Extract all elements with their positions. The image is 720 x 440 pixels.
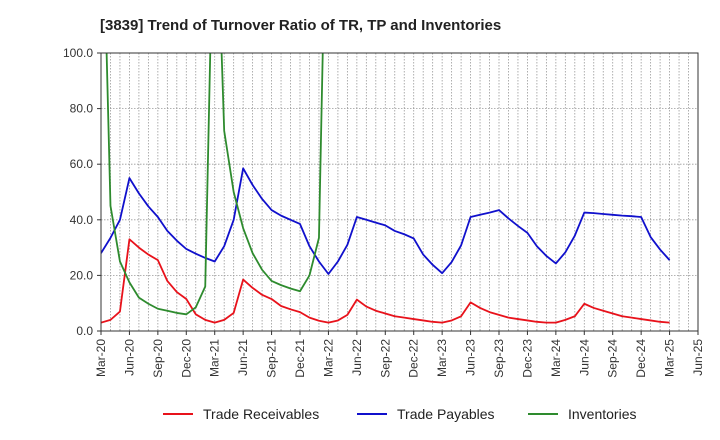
x-tick-label: Mar-23 [435, 339, 449, 377]
x-tick-label: Jun-23 [464, 339, 478, 376]
series-line-inventories [105, 53, 324, 316]
x-tick-label: Jun-21 [236, 339, 250, 376]
x-tick-label: Jun-20 [122, 339, 136, 376]
series-line-trade-payables [101, 167, 671, 275]
y-tick-label: 0.0 [76, 324, 93, 338]
series-lines [101, 53, 671, 324]
grid [101, 53, 698, 331]
x-tick-label: Dec-21 [293, 339, 307, 378]
x-tick-label: Sep-24 [606, 339, 620, 378]
legend: Trade Receivables Trade Payables Inventori… [163, 406, 636, 422]
x-tick-label: Mar-22 [321, 339, 335, 377]
x-tick-label: Mar-21 [208, 339, 222, 377]
x-tick-label: Dec-24 [634, 339, 648, 378]
x-tick-label: Sep-23 [492, 339, 506, 378]
y-axis: 0.0 20.0 40.0 60.0 80.0 100.0 [63, 46, 101, 338]
x-tick-label: Mar-25 [663, 339, 677, 377]
x-tick-label: Jun-25 [691, 339, 705, 376]
x-tick-label: Jun-24 [577, 339, 591, 376]
x-tick-label: Sep-22 [378, 339, 392, 378]
y-tick-label: 40.0 [70, 213, 94, 227]
x-tick-label: Mar-20 [94, 339, 108, 377]
x-tick-label: Sep-20 [151, 339, 165, 378]
x-tick-label: Mar-24 [549, 339, 563, 377]
x-tick-label: Dec-22 [407, 339, 421, 378]
y-tick-label: 100.0 [63, 46, 93, 60]
y-tick-label: 60.0 [70, 157, 94, 171]
series-line-trade-receivables [101, 238, 670, 324]
legend-label: Inventories [568, 406, 636, 422]
y-tick-label: 20.0 [70, 268, 94, 282]
x-tick-label: Dec-20 [179, 339, 193, 378]
x-axis: Mar-20 Jun-20 Sep-20 Dec-20 Mar-21 Jun-21 Sep-… [94, 331, 705, 378]
y-tick-label: 80.0 [70, 102, 94, 116]
legend-label: Trade Payables [397, 406, 495, 422]
x-tick-label: Dec-23 [520, 339, 534, 378]
x-tick-label: Sep-21 [265, 339, 279, 378]
x-tick-label: Jun-22 [350, 339, 364, 376]
plot-area [100, 52, 699, 332]
chart-title: [3839] Trend of Turnover Ratio of TR, TP… [100, 17, 501, 34]
legend-label: Trade Receivables [203, 406, 319, 422]
